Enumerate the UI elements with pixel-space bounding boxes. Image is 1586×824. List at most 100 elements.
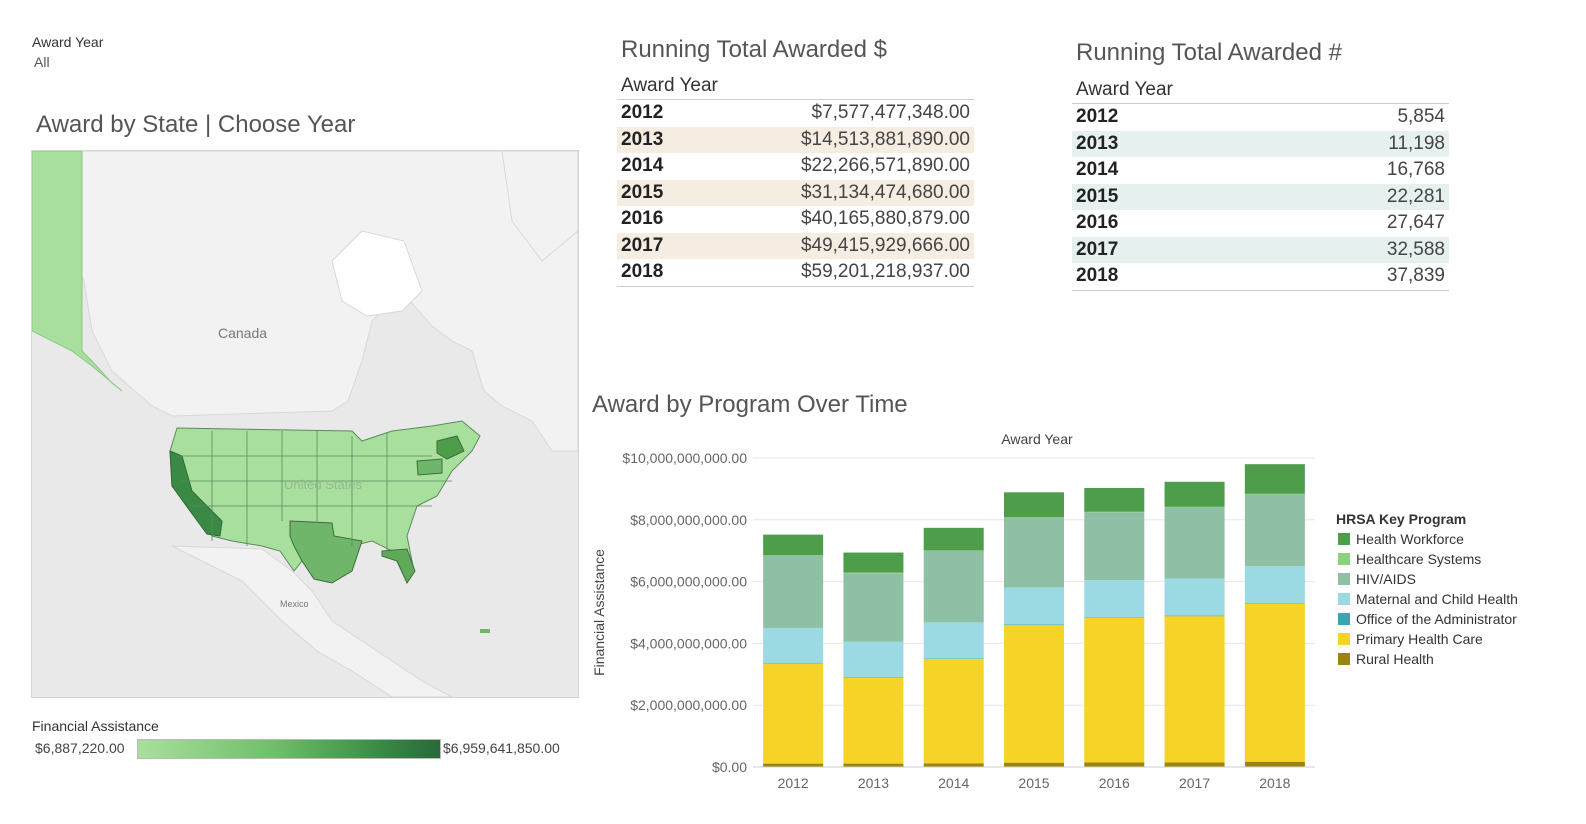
bar-segment[interactable] [1164,481,1225,507]
puerto-rico[interactable] [480,629,490,633]
bar-segment[interactable] [923,658,984,659]
bar-segment[interactable] [1004,762,1064,767]
alaska-state[interactable] [32,151,123,392]
bar-segment[interactable] [1164,507,1225,579]
bar-segment[interactable] [843,763,904,767]
bar-segment[interactable] [763,555,824,628]
bar-segment[interactable] [763,663,824,764]
bar-segment[interactable] [1004,492,1064,518]
bar-segment[interactable] [1164,506,1225,508]
bar-segment[interactable] [763,663,824,664]
bar-segment[interactable] [1084,511,1145,513]
row-year: 2017 [617,232,696,259]
table-row[interactable]: 2014 $22,266,571,890.00 [617,153,974,180]
legend-swatch [1338,633,1350,645]
bar-segment[interactable] [763,534,824,556]
legend-item[interactable]: Healthcare Systems [1338,551,1481,567]
bar-segment[interactable] [1084,617,1145,763]
bar-segment[interactable] [763,763,824,767]
bar-segment[interactable] [1004,517,1064,518]
bar-segment[interactable] [1084,512,1145,581]
bar-segment[interactable] [923,550,984,552]
bar-segment[interactable] [1164,578,1225,616]
bar-segment[interactable] [843,573,904,642]
bar-segment[interactable] [1244,603,1305,762]
state-map[interactable]: Canada United States Mexico [31,150,579,698]
bar-segment[interactable] [1244,566,1305,604]
legend-item[interactable]: Health Workforce [1338,531,1464,547]
bar-segment[interactable] [1004,587,1064,625]
bar-segment[interactable] [1084,617,1145,618]
bar-segment[interactable] [923,527,984,551]
bar-segment[interactable] [763,555,824,556]
table-row[interactable]: 2013 11,198 [1072,130,1449,157]
legend-item[interactable]: Maternal and Child Health [1338,591,1518,607]
new-york-state[interactable] [436,435,465,460]
bar-segment[interactable] [1244,464,1305,494]
table-row[interactable]: 2012 5,854 [1072,104,1449,131]
row-year: 2015 [617,179,696,206]
table-row[interactable]: 2015 $31,134,474,680.00 [617,179,974,206]
bar-segment[interactable] [1244,761,1305,767]
table-row[interactable]: 2016 27,647 [1072,210,1449,237]
bar-segment[interactable] [1164,762,1225,767]
bar-segment[interactable] [923,622,984,659]
table-row[interactable]: 2017 32,588 [1072,236,1449,263]
legend-item[interactable]: Rural Health [1338,651,1434,667]
mexico-label: Mexico [280,599,309,609]
bar-segment[interactable] [1084,580,1145,618]
legend-swatch [1338,573,1350,585]
table-row[interactable]: 2017 $49,415,929,666.00 [617,232,974,259]
map-title: Award by State | Choose Year [36,111,356,138]
y-tick-label: $8,000,000,000.00 [630,512,747,528]
pennsylvania-state[interactable] [416,458,443,476]
award-year-filter-value[interactable]: All [34,54,50,70]
bar-segment[interactable] [1004,624,1064,626]
bar-segment[interactable] [923,763,984,767]
canada-land [32,151,578,452]
california-state[interactable] [169,450,223,537]
row-value: $14,513,881,890.00 [695,126,974,153]
texas-state[interactable] [289,520,363,584]
canada-label: Canada [218,325,267,341]
bar-segment[interactable] [1164,616,1225,763]
legend-item[interactable]: HIV/AIDS [1338,571,1416,587]
x-tick-label: 2016 [1099,775,1130,791]
row-value: 27,647 [1386,212,1445,234]
bar-segment[interactable] [763,627,824,664]
x-axis-title: Award Year [1001,431,1073,447]
bar-segment[interactable] [843,641,904,677]
legend-item[interactable]: Office of the Administrator [1338,611,1517,627]
florida-state[interactable] [381,548,416,585]
award-year-filter-title: Award Year [32,34,104,50]
table-row[interactable]: 2012 $7,577,477,348.00 [617,100,974,127]
legend-item[interactable]: Primary Health Care [1338,631,1483,647]
bar-segment[interactable] [1084,762,1145,767]
legend-swatch [1338,533,1350,545]
table-row[interactable]: 2015 22,281 [1072,183,1449,210]
bar-segment[interactable] [843,676,904,678]
bar-segment[interactable] [843,552,904,573]
table-row[interactable]: 2013 $14,513,881,890.00 [617,126,974,153]
bar-segment[interactable] [1244,494,1305,567]
bar-segment[interactable] [923,551,984,623]
bar-segment[interactable] [843,677,904,764]
running-count-header: Award Year [1072,77,1449,104]
y-tick-label: $0.00 [712,759,747,775]
row-year: 2013 [1072,130,1235,157]
bar-segment[interactable] [1004,517,1064,588]
map-canvas[interactable]: Canada United States Mexico [32,151,578,697]
bar-segment[interactable] [923,658,984,764]
bar-segment[interactable] [1164,615,1225,617]
bar-segment[interactable] [1084,487,1145,512]
table-row[interactable]: 2018 37,839 [1072,263,1449,291]
table-row[interactable]: 2014 16,768 [1072,157,1449,184]
bar-segment[interactable] [1244,493,1305,495]
bar-segment[interactable] [1244,603,1305,604]
table-row[interactable]: 2016 $40,165,880,879.00 [617,206,974,233]
table-row[interactable]: 2018 $59,201,218,937.00 [617,259,974,287]
bar-segment[interactable] [843,572,904,574]
x-tick-label: 2017 [1179,775,1210,791]
program-chart[interactable]: Award Year Financial Assistance $0.00 $2,00… [590,425,1330,805]
bar-segment[interactable] [1004,625,1064,763]
